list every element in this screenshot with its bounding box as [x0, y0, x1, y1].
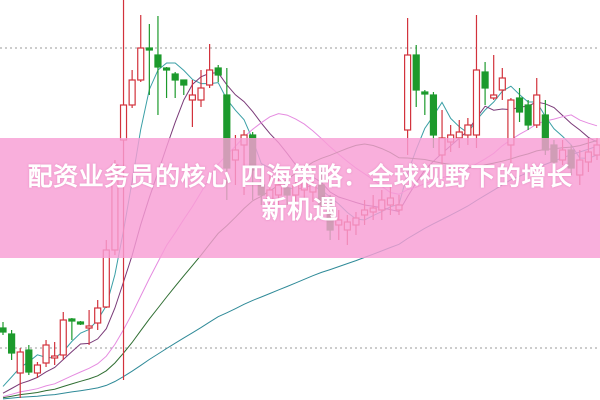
candle-down [154, 54, 162, 68]
candle-down [515, 97, 524, 113]
headline-banner [0, 138, 600, 258]
candle-down [481, 71, 489, 89]
candle-down [429, 94, 438, 136]
candle-down [180, 79, 188, 86]
headline-line-2: 新机遇 [261, 195, 339, 224]
candle-down [8, 333, 16, 354]
candle-up [498, 77, 506, 91]
candle-up [128, 79, 136, 106]
candle-down [412, 54, 420, 91]
candle-up [404, 54, 412, 131]
candle-up [197, 87, 205, 101]
candle-up [16, 351, 24, 374]
candle-up [533, 94, 541, 126]
candle-up [206, 69, 214, 86]
candle-down [421, 91, 429, 95]
headline-line-1: 配资业务员的核心 四海策略：全球视野下的增长 [27, 162, 573, 191]
candle-up [102, 249, 110, 308]
headline: 配资业务员的核心 四海策略：全球视野下的增长 新机遇 [0, 160, 600, 226]
candle-up [472, 69, 481, 136]
candle-down [145, 47, 153, 51]
candle-up [464, 124, 472, 136]
candle-down [162, 67, 171, 71]
candle-down [0, 327, 7, 333]
candle-up [33, 364, 42, 374]
candle-up [85, 325, 93, 329]
candle-up [42, 344, 50, 364]
candle-down [76, 321, 85, 325]
candle-up [51, 355, 59, 359]
candle-up [119, 104, 128, 141]
candle-up [490, 94, 498, 99]
candle-up [94, 307, 102, 324]
candle-up [188, 94, 196, 101]
candle-down [25, 349, 33, 373]
candle-up [59, 319, 67, 356]
candle-down [68, 318, 76, 322]
candle-down [214, 67, 222, 76]
candle-up [137, 47, 145, 81]
candle-down [171, 73, 179, 81]
candle-down [524, 104, 532, 126]
